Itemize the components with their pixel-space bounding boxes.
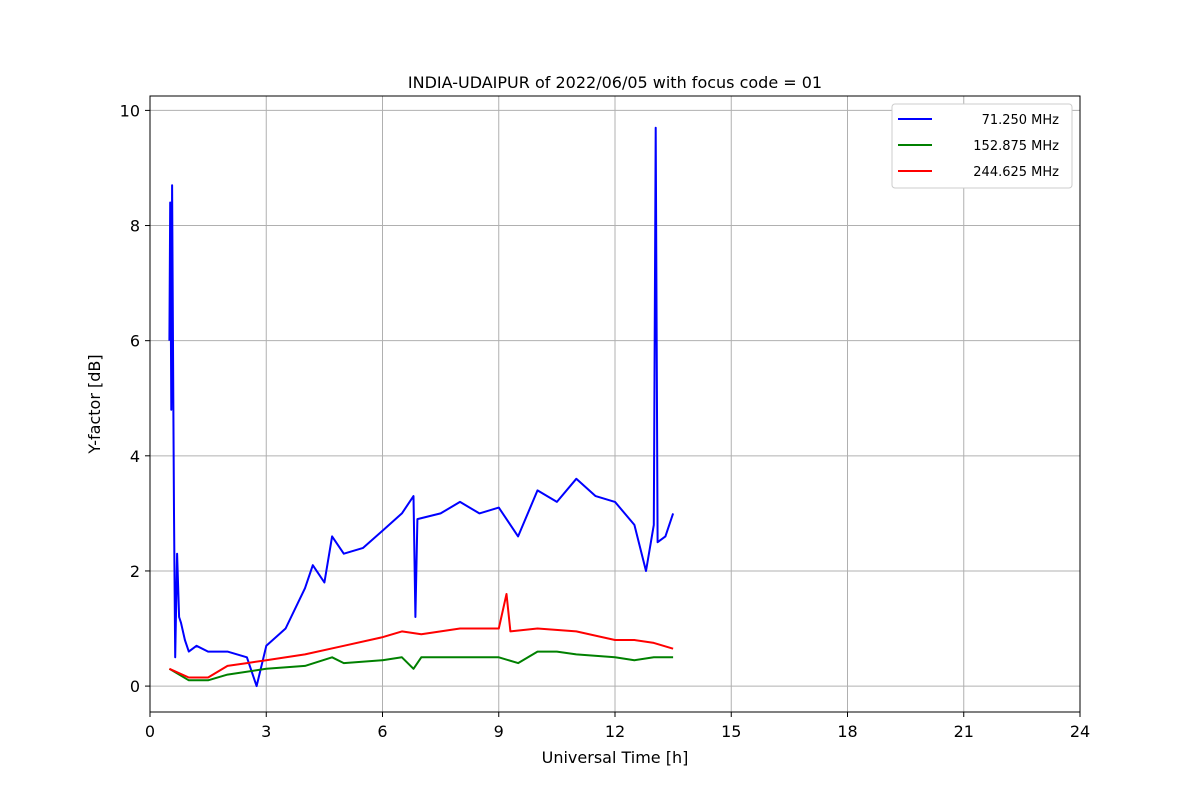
series-line-2	[168, 650, 674, 682]
plot-lines	[168, 126, 675, 688]
x-tick-label: 18	[837, 722, 857, 741]
x-axis: 0 3 6 9 12 15 18 21 24	[145, 712, 1090, 741]
legend: 71.250 MHz 152.875 MHz 244.625 MHz	[891, 103, 1073, 189]
x-tick-label: 9	[494, 722, 504, 741]
x-axis-label: Universal Time [h]	[542, 748, 689, 767]
series-line-3	[168, 593, 674, 679]
legend-frame	[891, 103, 1073, 189]
x-tick-label: 0	[145, 722, 155, 741]
y-tick-label: 0	[130, 677, 140, 696]
y-tick-label: 2	[130, 562, 140, 581]
y-tick-label: 8	[130, 217, 140, 236]
legend-label: 71.250 MHz	[982, 113, 1060, 128]
y-axis: 0 2 4 6 8 10	[120, 101, 150, 696]
y-tick-label: 10	[120, 101, 140, 120]
x-tick-label: 24	[1070, 722, 1090, 741]
legend-label: 244.625 MHz	[973, 165, 1059, 180]
grid	[149, 96, 1081, 712]
x-tick-label: 15	[721, 722, 741, 741]
x-tick-label: 21	[954, 722, 974, 741]
legend-label: 152.875 MHz	[973, 139, 1059, 154]
x-tick-label: 3	[261, 722, 271, 741]
series-line-1	[168, 126, 675, 688]
y-tick-label: 6	[130, 332, 140, 351]
x-tick-label: 12	[605, 722, 625, 741]
chart-title: INDIA-UDAIPUR of 2022/06/05 with focus c…	[408, 73, 822, 92]
y-tick-label: 4	[130, 447, 140, 466]
y-axis-label: Y-factor [dB]	[85, 354, 104, 454]
x-tick-label: 6	[377, 722, 387, 741]
